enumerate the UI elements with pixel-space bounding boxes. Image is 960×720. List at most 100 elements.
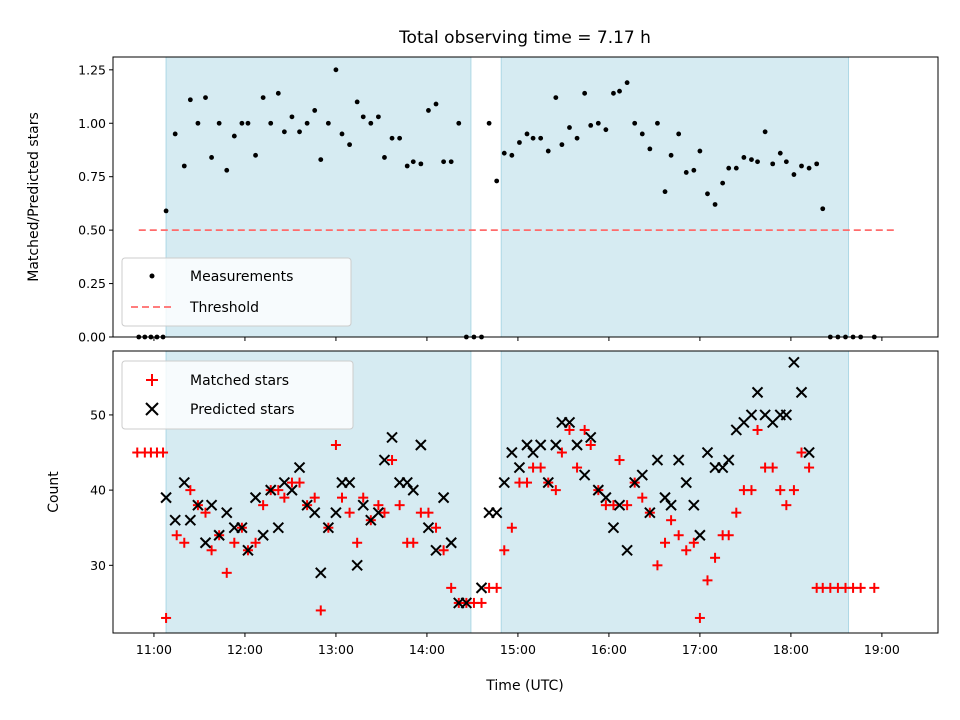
bottom-panel: 30 40 50 11:00 12:00 13:00 14:00 15:00 16:00 17:… <box>46 350 939 694</box>
predicted-star-point <box>571 439 583 451</box>
matched-star-point <box>688 537 699 548</box>
predicted-star-point <box>357 499 369 511</box>
measurement-point <box>231 133 237 139</box>
predicted-star-point <box>460 597 473 609</box>
matched-star-point <box>394 500 405 511</box>
matched-star-point <box>373 500 384 511</box>
matched-star-point <box>352 537 363 548</box>
matched-star-point <box>752 424 763 435</box>
legend-predicted-marker <box>145 402 159 416</box>
predicted-star-point <box>701 446 714 459</box>
predicted-star-point <box>578 469 591 481</box>
predicted-star-point <box>795 386 808 399</box>
measurement-point <box>203 95 208 101</box>
predicted-star-point <box>351 559 363 572</box>
y-tick-label: 0.25 <box>78 276 106 291</box>
predicted-star-point <box>343 476 356 489</box>
predicted-star-point <box>672 454 685 466</box>
matched-star-point <box>158 447 169 458</box>
predicted-star-point <box>401 476 413 489</box>
measurement-point <box>368 120 374 126</box>
matched-star-point <box>309 492 320 503</box>
predicted-star-point <box>723 454 735 466</box>
chart-title: Total observing time = 7.17 h <box>398 28 651 48</box>
matched-star-point <box>681 545 692 556</box>
measurement-point <box>187 97 193 103</box>
shaded-interval <box>501 57 849 337</box>
measurement-points <box>136 67 877 340</box>
measurement-point <box>433 101 439 107</box>
matched-star-point <box>652 560 663 571</box>
predicted-star-point <box>236 522 248 534</box>
measurement-point <box>617 88 622 94</box>
matched-star-point <box>431 522 442 533</box>
y-tick-label: 0.00 <box>78 330 106 345</box>
measurement-point <box>662 189 668 195</box>
bottom-y-axis-label: Count <box>46 471 62 513</box>
predicted-star-point <box>315 567 327 579</box>
measurement-point <box>441 159 447 165</box>
top-shaded-intervals <box>165 57 850 337</box>
predicted-star-point <box>621 544 633 556</box>
measurement-point <box>172 131 178 137</box>
matched-star-point <box>229 537 240 548</box>
matched-star-point <box>279 492 290 503</box>
measurement-point <box>762 129 768 135</box>
y-tick-label: 40 <box>90 483 106 498</box>
measurement-point <box>668 152 674 158</box>
matched-star-point <box>423 507 434 518</box>
measurement-point <box>733 165 739 171</box>
matched-star-point <box>344 507 355 518</box>
measurement-point <box>494 178 500 184</box>
matched-star-point <box>660 537 671 548</box>
measurement-point <box>777 150 783 156</box>
predicted-star-point <box>751 386 764 399</box>
measurement-point <box>553 95 559 101</box>
measurement-point <box>239 120 245 126</box>
predicted-star-point <box>272 522 285 534</box>
x-tick-label: 13:00 <box>318 642 354 657</box>
measurement-point <box>339 131 345 137</box>
legend-matched-label: Matched stars <box>190 373 289 389</box>
measurement-point <box>410 159 416 165</box>
measurement-point <box>397 135 403 141</box>
measurement-point <box>382 155 387 160</box>
matched-star-point <box>767 462 778 473</box>
measurement-point <box>720 180 726 186</box>
matched-star-point <box>330 440 341 450</box>
predicted-star-point <box>665 499 677 511</box>
x-tick-label: 11:00 <box>136 642 172 657</box>
matched-star-point <box>804 462 815 473</box>
measurement-point <box>655 120 660 126</box>
top-axes-frame <box>112 56 939 338</box>
measurement-point <box>486 120 492 126</box>
predicted-star-point <box>422 522 435 534</box>
matched-star-point <box>710 552 721 563</box>
measurement-point <box>333 67 339 73</box>
measurement-point <box>755 159 760 165</box>
matched-star-point <box>702 575 713 586</box>
predicted-star-point <box>490 506 503 519</box>
measurement-point <box>253 152 258 158</box>
measurement-point <box>603 127 609 133</box>
predicted-star-point <box>636 469 648 481</box>
x-tick-label: 15:00 <box>500 642 536 657</box>
matched-star-point <box>476 597 487 608</box>
predicted-star-point <box>286 484 298 496</box>
predicted-star-point <box>437 491 450 504</box>
measurement-point <box>347 142 352 148</box>
predicted-star-point <box>550 439 562 451</box>
y-tick-label: 1.00 <box>78 116 106 131</box>
predicted-star-point <box>308 506 321 519</box>
predicted-star-point <box>600 491 612 504</box>
matched-star-point <box>550 485 561 496</box>
matched-star-point <box>408 537 419 548</box>
predicted-star-point <box>430 544 442 556</box>
predicted-star-point <box>651 454 664 466</box>
predicted-star-point <box>680 476 692 489</box>
measurement-point <box>611 90 616 96</box>
x-tick-label: 14:00 <box>409 642 445 657</box>
measurement-point <box>216 120 222 126</box>
measurement-point <box>632 120 638 126</box>
